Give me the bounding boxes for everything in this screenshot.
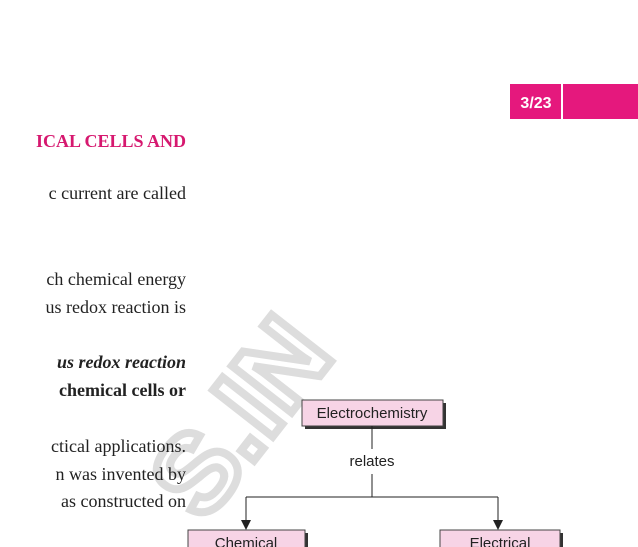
text-line: chemical cells or xyxy=(59,380,186,400)
text-line: as constructed on xyxy=(61,491,186,511)
node-label: Electrochemistry xyxy=(317,405,428,422)
arrow-head xyxy=(493,520,503,530)
heading: ICAL CELLS AND xyxy=(35,131,186,151)
arrow-head xyxy=(241,520,251,530)
node-box xyxy=(187,529,306,547)
text-line: us redox reaction is xyxy=(45,297,186,317)
page-badge xyxy=(510,84,638,119)
node-label: Chemical xyxy=(215,535,278,547)
page-number: 3/23 xyxy=(520,95,551,112)
text-line: ch chemical energy xyxy=(46,269,186,289)
node-box xyxy=(439,529,561,547)
node-label: Electrical xyxy=(470,535,531,547)
text-line: us redox reaction xyxy=(56,352,186,372)
node-box xyxy=(301,399,444,427)
edge-label: relates xyxy=(349,453,394,470)
text-line: n was invented by xyxy=(55,464,186,484)
text-line: ctical applications. xyxy=(51,436,186,456)
text-line: c current are called xyxy=(48,183,186,203)
